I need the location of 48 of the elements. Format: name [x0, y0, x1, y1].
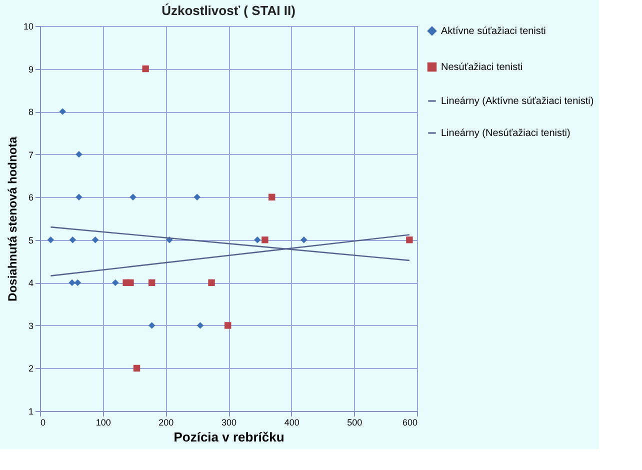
x-tick-label: 200	[158, 418, 174, 428]
y-tick-label: 4	[28, 278, 34, 288]
y-tick-label: 9	[28, 64, 34, 74]
y-tick-label: 3	[28, 320, 34, 331]
y-tick-label: 5	[28, 235, 34, 246]
x-tick-label: 600	[402, 418, 418, 428]
legend-label: Aktívne súťažiaci tenisti	[441, 26, 546, 37]
point	[208, 279, 215, 286]
x-tick-label: 300	[221, 418, 237, 428]
point	[76, 194, 82, 200]
chart-title: Úzkostlivosť ( STAI II)	[162, 3, 296, 18]
y-tick-label: 6	[28, 192, 34, 203]
x-tick-label: 500	[347, 418, 362, 428]
point	[224, 322, 232, 329]
point	[47, 236, 54, 244]
point	[300, 236, 308, 244]
y-tick-label: 10	[23, 22, 34, 32]
point	[148, 279, 156, 286]
point	[254, 236, 261, 244]
y-tick-label: 2	[28, 364, 34, 374]
x-tick-label: 100	[96, 418, 111, 428]
point	[262, 236, 268, 244]
point	[68, 279, 76, 286]
y-tick-label: 1	[28, 406, 34, 416]
x-tick-label: 400	[284, 418, 300, 428]
point	[69, 236, 76, 244]
point	[148, 322, 156, 329]
point	[76, 150, 82, 158]
point	[268, 194, 276, 200]
point	[74, 279, 82, 286]
point	[133, 364, 140, 372]
legend-label: Nesúťažiaci tenisti	[441, 62, 523, 73]
point	[130, 194, 136, 200]
point	[92, 236, 99, 244]
y-axis-title: Dosiahnutá stenová hodnota	[5, 136, 20, 302]
y-tick-label: 7	[28, 150, 34, 160]
x-axis-title: Pozícia v rebríčku	[174, 430, 284, 444]
point	[194, 194, 200, 200]
point	[142, 65, 149, 72]
point	[196, 322, 204, 329]
y-tick-label: 8	[28, 107, 34, 118]
x-tick-label: 0	[40, 418, 46, 428]
point	[112, 279, 119, 286]
point	[59, 108, 66, 115]
legend-label: Lineárny (Aktívne súťažiaci tenisti)	[441, 96, 594, 107]
point	[127, 279, 134, 286]
point	[406, 236, 413, 244]
legend-label: Lineárny (Nesúťažiaci tenisti)	[441, 128, 570, 139]
